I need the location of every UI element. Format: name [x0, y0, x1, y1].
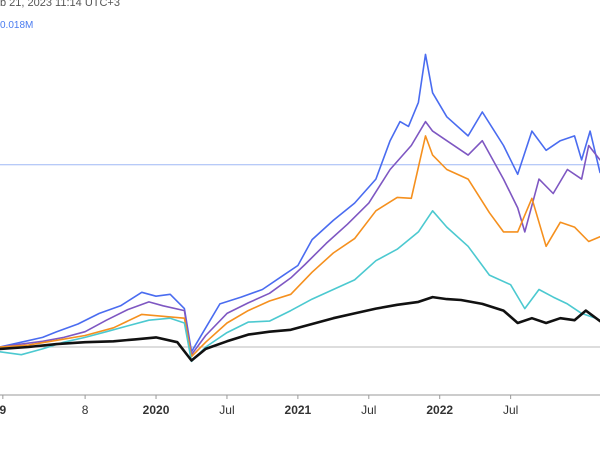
x-tick-label: 9	[0, 403, 6, 417]
series-line-1	[0, 53, 600, 353]
series-line-2	[0, 120, 600, 356]
timestamp-label: b 21, 2023 11:14 UTC+3	[0, 0, 120, 9]
series-line-5	[0, 295, 600, 362]
series-line-3	[0, 135, 600, 358]
x-tick-label: Jul	[219, 403, 234, 417]
x-tick-label: 2022	[426, 403, 453, 417]
x-tick-label: 2020	[143, 403, 170, 417]
x-tick-label: Jul	[361, 403, 376, 417]
chart-reference-lines	[0, 164, 600, 348]
series-line-4	[0, 210, 600, 363]
chart-series	[0, 53, 600, 363]
x-tick-label: 8	[82, 403, 89, 417]
x-axis: 9 8 2020 Jul 2021 Jul 2022 Jul	[0, 394, 600, 417]
value-label: 0.018M	[0, 20, 34, 31]
x-tick-label: Jul	[503, 403, 518, 417]
x-tick-label: 2021	[285, 403, 312, 417]
